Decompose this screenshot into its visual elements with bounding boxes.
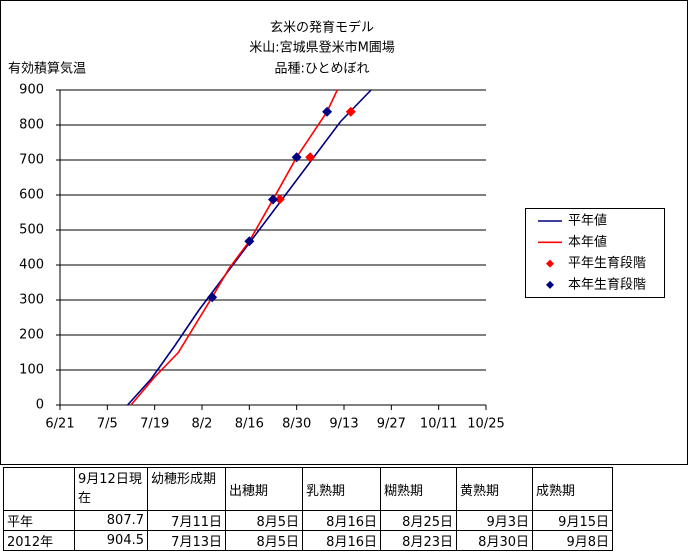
table-cell: 807.7 <box>74 510 148 531</box>
chart: 玄米の発育モデル 米山:宮城県登米市M圃場 品種:ひとめぼれ 有効積算気温 0 1… <box>0 0 688 465</box>
table-cell: 8月25日 <box>380 510 457 531</box>
y-tick-label: 500 <box>19 223 44 238</box>
table-row: 2012年 904.5 7月13日 8月5日 8月16日 8月23日 8月30日 9月8日 <box>3 530 613 551</box>
y-axis-label: 有効積算気温 <box>8 61 86 77</box>
table-cell: 8月23日 <box>380 530 457 551</box>
table-cell: 9月15日 <box>532 510 613 531</box>
table-cell: 8月16日 <box>302 510 381 531</box>
x-tick-label: 8/2 <box>192 417 213 432</box>
table-cell: 9月3日 <box>456 510 533 531</box>
table-cell: 8月5日 <box>225 510 303 531</box>
x-tick-label: 9/27 <box>377 417 406 432</box>
chart-title: 米山:宮城県登米市M圃場 <box>249 40 395 56</box>
legend-label: 本年値 <box>568 234 607 250</box>
x-tick-label: 8/30 <box>282 417 311 432</box>
stage-table: 9月12日現在 幼穂形成期 出穂期 乳熟期 糊熟期 黄熟期 成熟期 平年 807.… <box>3 467 613 551</box>
table-row: 平年 807.7 7月11日 8月5日 8月16日 8月25日 9月3日 9月15日 <box>3 510 613 531</box>
y-tick-label: 100 <box>19 363 44 378</box>
stage-marker <box>244 236 255 247</box>
table-header: 乳熟期 <box>302 467 381 511</box>
chart-title: 品種:ひとめぼれ <box>275 61 370 77</box>
stage-marker <box>322 106 333 117</box>
table-cell: 7月11日 <box>147 510 226 531</box>
table-corner <box>3 467 75 511</box>
y-tick-label: 0 <box>36 398 44 413</box>
table-cell: 7月13日 <box>147 530 226 551</box>
stage-marker <box>274 194 285 205</box>
chart-title: 玄米の発育モデル <box>270 20 374 36</box>
x-tick-label: 10/11 <box>420 417 457 432</box>
y-tick-label: 300 <box>19 293 44 308</box>
table-cell: 8月5日 <box>225 530 303 551</box>
x-tick-label: 10/25 <box>467 417 504 432</box>
legend-swatch <box>546 280 554 289</box>
table-cell: 平年 <box>3 510 75 531</box>
legend-label: 本年生育段階 <box>568 276 646 292</box>
legend-label: 平年生育段階 <box>568 255 646 271</box>
y-tick-label: 900 <box>19 83 44 98</box>
y-tick-label: 600 <box>19 188 44 203</box>
legend-swatch <box>546 259 554 268</box>
stage-marker <box>291 152 302 163</box>
table-header: 成熟期 <box>532 467 613 511</box>
table-header: 糊熟期 <box>380 467 457 511</box>
stage-marker <box>268 194 278 205</box>
table-header: 9月12日現在 <box>74 467 148 511</box>
x-tick-label: 6/21 <box>45 417 74 432</box>
x-tick-label: 7/19 <box>140 417 169 432</box>
stage-marker <box>305 152 316 163</box>
y-tick-label: 400 <box>19 258 44 273</box>
table-cell: 9月8日 <box>532 530 613 551</box>
series-line <box>127 89 372 406</box>
table-header: 黄熟期 <box>456 467 533 511</box>
chart-frame <box>0 0 688 465</box>
table-cell: 2012年 <box>3 530 75 551</box>
legend-label: 平年値 <box>568 213 607 229</box>
table-cell: 904.5 <box>74 530 148 551</box>
y-tick-label: 200 <box>19 328 44 343</box>
x-tick-label: 7/5 <box>97 417 118 432</box>
y-tick-label: 700 <box>19 153 44 168</box>
x-tick-label: 8/16 <box>235 417 264 432</box>
stage-marker <box>207 292 218 303</box>
stage-marker <box>345 106 356 117</box>
y-tick-label: 800 <box>19 118 44 133</box>
x-tick-label: 9/13 <box>329 417 358 432</box>
series-line <box>130 89 338 406</box>
table-cell: 8月16日 <box>302 530 381 551</box>
table-cell: 8月30日 <box>456 530 533 551</box>
table-header: 出穂期 <box>225 467 303 511</box>
table-header: 幼穂形成期 <box>147 467 226 511</box>
